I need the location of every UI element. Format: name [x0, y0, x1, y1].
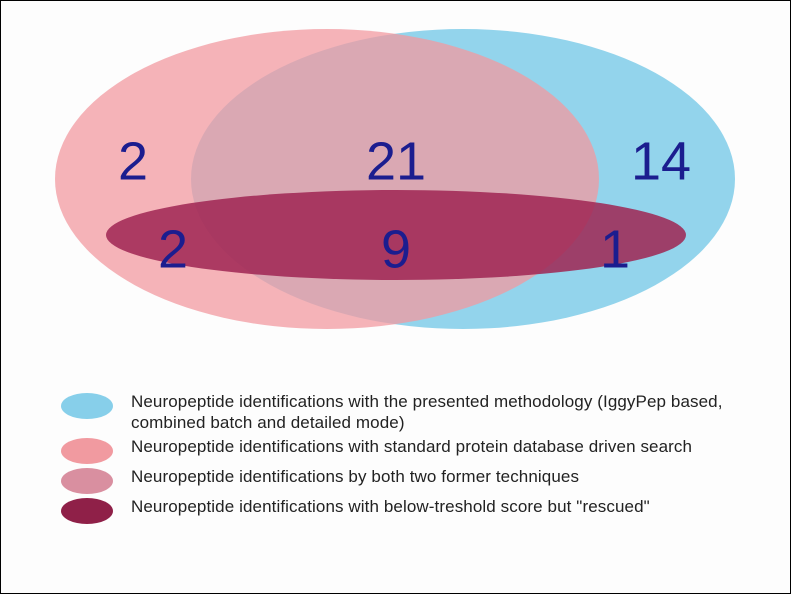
- legend-label: Neuropeptide identifications by both two…: [131, 466, 579, 487]
- legend-swatch-rescued: [61, 498, 113, 524]
- legend: Neuropeptide identifications with the pr…: [61, 391, 751, 526]
- count-rescued-mid: 9: [381, 219, 411, 279]
- count-both-top: 21: [366, 131, 426, 191]
- count-rescued-left: 2: [158, 219, 188, 279]
- legend-row: Neuropeptide identifications by both two…: [61, 466, 751, 494]
- count-blue-only: 14: [631, 131, 691, 191]
- legend-swatch-both: [61, 468, 113, 494]
- legend-swatch-blue: [61, 393, 113, 419]
- legend-label: Neuropeptide identifications with the pr…: [131, 391, 751, 434]
- legend-row: Neuropeptide identifications with the pr…: [61, 391, 751, 434]
- legend-row: Neuropeptide identifications with below-…: [61, 496, 751, 524]
- legend-row: Neuropeptide identifications with standa…: [61, 436, 751, 464]
- legend-label: Neuropeptide identifications with standa…: [131, 436, 692, 457]
- count-pink-only: 2: [118, 131, 148, 191]
- figure-frame: 2 21 14 2 9 1 Neuropeptide identifications wi…: [0, 0, 791, 594]
- legend-swatch-pink: [61, 438, 113, 464]
- legend-label: Neuropeptide identifications with below-…: [131, 496, 650, 517]
- count-rescued-right: 1: [600, 219, 630, 279]
